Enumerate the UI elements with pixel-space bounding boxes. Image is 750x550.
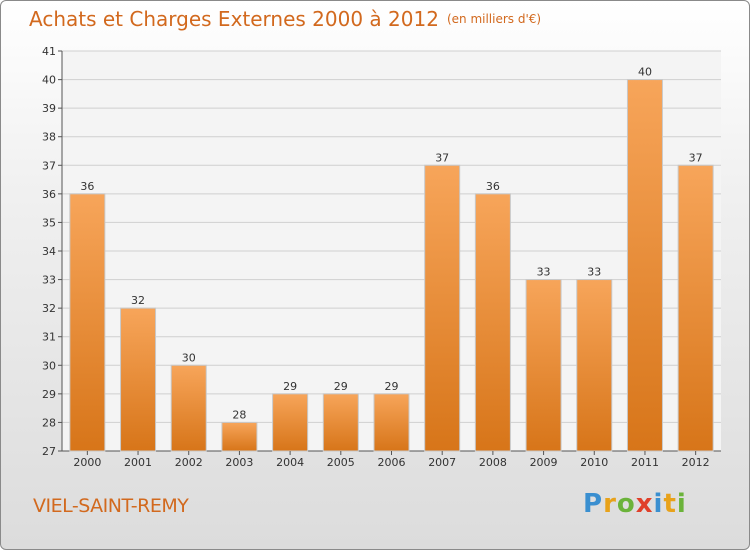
bar-value-label: 28	[232, 408, 246, 421]
bar	[170, 364, 207, 452]
bar	[424, 164, 461, 452]
logo-letter: x	[635, 489, 654, 519]
y-tick-label: 38	[42, 131, 56, 144]
bar	[525, 279, 562, 452]
y-tick-label: 35	[42, 216, 56, 229]
bar	[373, 393, 410, 452]
logo-letter: i	[676, 489, 687, 519]
bar	[576, 279, 613, 452]
city-name: VIEL-SAINT-REMY	[33, 495, 189, 517]
bar-value-label: 36	[80, 180, 94, 193]
y-tick-label: 36	[42, 188, 56, 201]
x-tick-label: 2002	[175, 456, 203, 469]
x-tick-label: 2006	[378, 456, 406, 469]
x-tick-label: 2004	[276, 456, 304, 469]
bar	[677, 164, 714, 452]
bar	[272, 393, 309, 452]
y-tick-label: 31	[42, 331, 56, 344]
x-tick-label: 2001	[124, 456, 152, 469]
y-tick-label: 37	[42, 159, 56, 172]
bar-value-label: 32	[131, 294, 145, 307]
x-tick-label: 2008	[479, 456, 507, 469]
bar	[221, 421, 258, 452]
bar	[120, 307, 157, 452]
y-tick-label: 33	[42, 274, 56, 287]
bar-value-label: 33	[537, 266, 551, 279]
chart-title: Achats et Charges Externes 2000 à 2012 (e…	[29, 7, 541, 31]
x-tick-label: 2010	[580, 456, 608, 469]
bar	[474, 193, 511, 452]
x-tick-label: 2011	[631, 456, 659, 469]
x-tick-label: 2000	[73, 456, 101, 469]
bar-value-label: 29	[283, 380, 297, 393]
x-tick-label: 2012	[682, 456, 710, 469]
bar	[69, 193, 106, 452]
bar-value-label: 29	[385, 380, 399, 393]
x-tick-label: 2005	[327, 456, 355, 469]
bar-value-label: 37	[689, 151, 703, 164]
bar-value-label: 33	[587, 266, 601, 279]
y-tick-label: 34	[42, 245, 56, 258]
logo-letter: t	[663, 489, 677, 519]
bar-value-label: 37	[435, 151, 449, 164]
proxiti-logo: Proxiti	[583, 489, 687, 519]
bar	[626, 79, 663, 452]
bar-value-label: 36	[486, 180, 500, 193]
bar-value-label: 30	[182, 351, 196, 364]
x-tick-label: 2007	[428, 456, 456, 469]
chart-title-text: Achats et Charges Externes 2000 à 2012	[29, 7, 439, 31]
logo-letter: o	[616, 489, 636, 519]
y-tick-label: 32	[42, 302, 56, 315]
chart-unit: (en milliers d'€)	[446, 12, 542, 26]
y-tick-label: 29	[42, 388, 56, 401]
x-tick-label: 2003	[225, 456, 253, 469]
y-tick-label: 39	[42, 102, 56, 115]
y-tick-label: 40	[42, 74, 56, 87]
logo-letter: P	[583, 489, 604, 519]
logo-letter: r	[603, 489, 617, 519]
x-tick-label: 2009	[530, 456, 558, 469]
y-tick-label: 27	[42, 445, 56, 458]
logo-letter: i	[653, 489, 664, 519]
bar-value-label: 40	[638, 66, 652, 79]
y-tick-label: 28	[42, 416, 56, 429]
y-tick-label: 41	[42, 45, 56, 58]
bar-value-label: 29	[334, 380, 348, 393]
y-tick-label: 30	[42, 359, 56, 372]
bar	[322, 393, 359, 452]
